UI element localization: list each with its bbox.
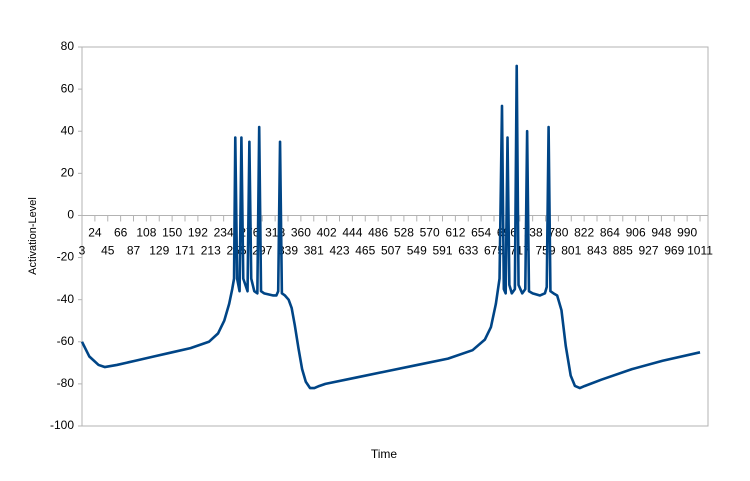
x-tick-label: 444 [342, 226, 362, 240]
y-tick-label: -20 [57, 250, 75, 264]
y-tick-label: -80 [57, 376, 75, 390]
x-tick-label: 801 [561, 244, 581, 258]
y-tick-label: -60 [57, 334, 75, 348]
x-tick-label: 507 [381, 244, 401, 258]
line-series [80, 64, 701, 390]
y-tick-label: 0 [67, 208, 74, 222]
y-axis-label: Activation-Level [27, 197, 39, 275]
x-tick-label: 108 [136, 226, 156, 240]
x-tick-label: 360 [291, 226, 311, 240]
x-tick-label: 654 [471, 226, 491, 240]
plot-area [81, 46, 709, 427]
x-tick-label: 150 [162, 226, 182, 240]
x-tick-label: 549 [407, 244, 427, 258]
x-tick-label: 171 [175, 244, 195, 258]
x-tick-label: 906 [626, 226, 646, 240]
x-tick-label: 87 [127, 244, 141, 258]
x-tick-label: 66 [114, 226, 128, 240]
x-tick-label: 465 [355, 244, 375, 258]
x-tick-label: 24 [88, 226, 102, 240]
y-tick-label: 40 [61, 123, 75, 137]
x-tick-label: 822 [574, 226, 594, 240]
x-tick-label: 381 [304, 244, 324, 258]
x-tick-label: 129 [149, 244, 169, 258]
x-tick-label: 192 [188, 226, 208, 240]
x-tick-label: 843 [587, 244, 607, 258]
x-tick-label: 213 [201, 244, 221, 258]
x-tick-label: 885 [613, 244, 633, 258]
y-tick-label: -100 [50, 418, 74, 432]
x-tick-label: 633 [458, 244, 478, 258]
x-tick-label: 948 [651, 226, 671, 240]
x-tick-label: 234 [214, 226, 234, 240]
x-tick-label: 528 [394, 226, 414, 240]
x-tick-label: 612 [445, 226, 465, 240]
x-tick-label: 3 [79, 244, 86, 258]
x-tick-label: 780 [548, 226, 568, 240]
x-tick-label: 759 [536, 244, 556, 258]
x-tick-label: 864 [600, 226, 620, 240]
y-tick-label: -40 [57, 292, 75, 306]
x-axis-label: Time [371, 447, 398, 461]
x-tick-label: 423 [329, 244, 349, 258]
x-tick-label: 339 [278, 244, 298, 258]
x-tick-label: 402 [317, 226, 337, 240]
x-tick-label: 990 [677, 226, 697, 240]
x-tick-label: 297 [252, 244, 272, 258]
x-tick-label: 45 [101, 244, 115, 258]
y-tick-label: 80 [61, 39, 75, 53]
x-tick-label: 927 [639, 244, 659, 258]
x-tick-label: 570 [420, 226, 440, 240]
x-tick-label: 591 [433, 244, 453, 258]
x-tick-label: 969 [664, 244, 684, 258]
x-tick-label: 486 [368, 226, 388, 240]
y-tick-label: 20 [61, 166, 75, 180]
y-tick-label: 60 [61, 81, 75, 95]
x-tick-label: 1011 [687, 244, 713, 258]
